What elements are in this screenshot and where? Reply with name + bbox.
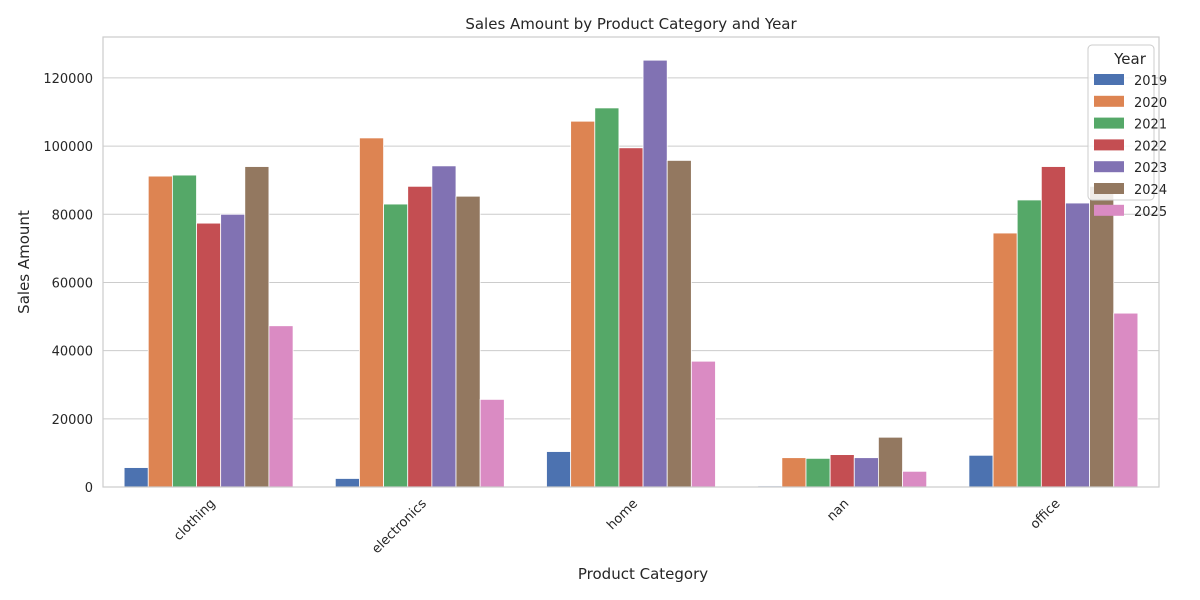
bar-electronics-2024 — [455, 195, 481, 488]
legend-title: Year — [1113, 50, 1147, 68]
legend-items: 2019 2020 2021 2022 2023 2024 2025 — [1094, 74, 1167, 220]
bar-home-2021 — [594, 107, 620, 488]
bar-nan-2025 — [902, 470, 928, 488]
bar-nan-2020 — [781, 457, 807, 488]
bar-clothing-2020 — [147, 175, 173, 488]
bar-home-2020 — [570, 120, 596, 488]
bar-home-2023 — [642, 59, 668, 488]
legend-label-2019: 2019 — [1134, 74, 1167, 89]
x-tick-label: nan — [824, 496, 852, 524]
y-tick-label: 0 — [85, 481, 93, 496]
y-tick-label: 80000 — [52, 208, 93, 223]
bar-office-2025 — [1113, 312, 1139, 488]
legend-swatch-2019 — [1094, 74, 1124, 85]
bar-electronics-2021 — [383, 203, 409, 488]
legend-label-2023: 2023 — [1134, 161, 1167, 176]
legend-swatch-2022 — [1094, 139, 1124, 151]
chart-title: Sales Amount by Product Category and Yea… — [465, 15, 797, 33]
bar-office-2023 — [1065, 202, 1091, 488]
bars — [123, 59, 1139, 488]
bar-electronics-2019 — [334, 478, 360, 488]
legend-swatch-2021 — [1094, 117, 1124, 129]
bar-home-2025 — [690, 360, 716, 488]
bar-electronics-2020 — [359, 137, 384, 488]
y-tick-label: 120000 — [43, 72, 93, 87]
x-tick-label: electronics — [369, 496, 430, 557]
bar-home-2022 — [618, 147, 644, 488]
bar-office-2024 — [1089, 185, 1115, 488]
x-axis-label: Product Category — [578, 565, 708, 583]
legend-label-2022: 2022 — [1134, 139, 1167, 154]
bar-office-2022 — [1040, 166, 1066, 488]
y-tick-label: 60000 — [52, 276, 93, 291]
bar-clothing-2024 — [244, 166, 270, 488]
legend: Year 2019 2020 2021 2022 2023 2024 2025 — [1087, 44, 1167, 220]
legend-label-2024: 2024 — [1134, 183, 1167, 198]
legend-label-2020: 2020 — [1134, 96, 1167, 111]
bar-office-2021 — [1016, 199, 1042, 488]
bar-nan-2022 — [829, 454, 855, 488]
bar-clothing-2021 — [171, 174, 197, 488]
bar-home-2019 — [546, 451, 572, 488]
x-tick-labels: clothing electronics home nan office — [171, 496, 1063, 557]
bar-nan-2024 — [878, 436, 903, 488]
x-tick-label: clothing — [171, 496, 218, 543]
x-tick-label: office — [1028, 496, 1064, 532]
y-tick-label: 40000 — [52, 345, 93, 360]
legend-swatch-2025 — [1094, 204, 1124, 216]
legend-label-2021: 2021 — [1134, 118, 1167, 133]
y-tick-label: 20000 — [52, 413, 93, 428]
bar-office-2020 — [992, 232, 1018, 488]
bar-electronics-2023 — [431, 165, 457, 488]
bar-clothing-2025 — [268, 325, 294, 488]
legend-swatch-2023 — [1094, 161, 1124, 173]
y-tick-labels: 0 20000 40000 60000 80000 100000 120000 — [43, 72, 93, 496]
bar-office-2019 — [968, 454, 994, 488]
bar-clothing-2023 — [220, 213, 246, 488]
bar-electronics-2025 — [479, 398, 505, 488]
plot-frame — [102, 36, 1160, 488]
x-tick-label: home — [604, 496, 641, 533]
legend-label-2025: 2025 — [1134, 205, 1167, 220]
bar-clothing-2019 — [123, 467, 149, 488]
y-axis-label: Sales Amount — [15, 210, 33, 314]
bar-nan-2023 — [853, 457, 879, 488]
bar-electronics-2022 — [407, 185, 433, 488]
legend-swatch-2020 — [1094, 95, 1124, 107]
bar-home-2024 — [666, 160, 692, 488]
y-tick-label: 100000 — [43, 140, 93, 155]
bar-clothing-2022 — [196, 222, 222, 488]
legend-swatch-2024 — [1094, 183, 1124, 194]
bar-nan-2021 — [805, 457, 831, 488]
